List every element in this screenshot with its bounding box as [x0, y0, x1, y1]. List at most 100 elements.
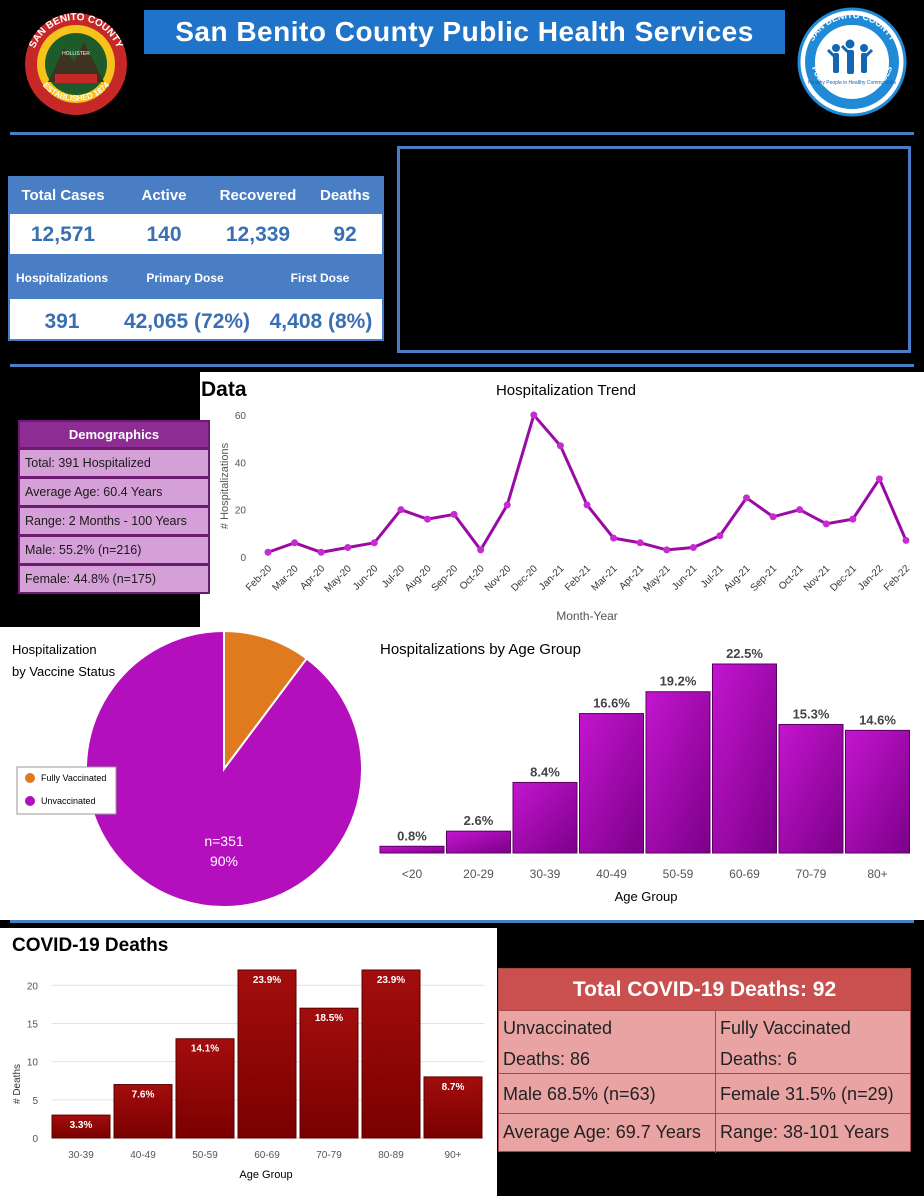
unvaccinated-deaths: Deaths: 86 [503, 1049, 591, 1069]
average-age: Average Age: 69.7 Years [503, 1122, 701, 1142]
recovered-label: Recovered [219, 187, 297, 204]
legend-swatch [25, 796, 35, 806]
page-title: San Benito County Public Health Services [144, 10, 785, 54]
y-axis-label: # Deaths [12, 1064, 23, 1104]
x-tick-label: 60-69 [254, 1150, 280, 1161]
trend-point [424, 515, 431, 523]
age-bar [645, 691, 711, 854]
x-tick-label: 90+ [445, 1150, 462, 1161]
trend-point [583, 501, 591, 509]
trend-point [796, 506, 804, 514]
hospitalizations-label: Hospitalizations [15, 271, 108, 285]
blank-info-box [397, 146, 911, 353]
first-dose-value: 4,408 (8%) [269, 310, 373, 333]
table-divider [499, 1113, 910, 1114]
age-bar [778, 723, 844, 854]
primary-dose-value: 42,065 (72%) [123, 310, 251, 333]
stats-header-row-1: Total Cases Active Recovered Deaths [10, 178, 382, 214]
trend-point [849, 515, 857, 523]
hospitalization-trend-chart: Hospitalization Trend 0 20 40 60 # Hospitaliz… [219, 382, 912, 623]
trend-point [317, 548, 325, 556]
x-tick-label: Mar-20 [271, 563, 301, 593]
x-tick-label: Feb-20 [244, 563, 274, 593]
x-tick-label: Feb-21 [563, 563, 593, 593]
demographics-row: Male: 55.2% (n=216) [18, 536, 210, 565]
demographics-row: Average Age: 60.4 Years [18, 478, 210, 507]
x-tick-label: Mar-21 [590, 563, 620, 593]
chart-title: Hospitalization [12, 642, 97, 657]
stats-values-row-1: 12,571 140 12,339 92 [10, 216, 382, 252]
demographics-title: Demographics [18, 420, 210, 449]
age-bar [845, 729, 910, 854]
trend-line [267, 411, 908, 554]
x-tick-label: 60-69 [729, 867, 760, 881]
chart-title: by Vaccine Status [12, 664, 116, 679]
x-tick-label: 80+ [867, 867, 887, 881]
legend-label: Unvaccinated [41, 796, 96, 806]
legend-swatch [25, 773, 35, 783]
y-tick-label: 60 [235, 411, 247, 422]
bar-data-label: 14.1% [191, 1044, 219, 1055]
bar-data-label: 23.9% [253, 975, 281, 986]
x-axis-label: Age Group [615, 889, 678, 904]
deaths-label: Deaths [319, 187, 371, 204]
bar-data-label: 3.3% [70, 1120, 93, 1131]
death-bar [175, 1038, 235, 1139]
x-tick-label: Jun-20 [351, 563, 381, 593]
x-tick-label: Jan-21 [537, 563, 567, 593]
trend-point [503, 501, 511, 509]
recovered-value: 12,339 [225, 223, 291, 246]
vaccinated-deaths: Deaths: 6 [720, 1049, 798, 1069]
demographics-row: Total: 391 Hospitalized [18, 449, 210, 478]
svg-text:HOLLISTER: HOLLISTER [62, 51, 90, 57]
bar-data-label: 23.9% [377, 975, 405, 986]
svg-text:Healthy People in Healthy Comm: Healthy People in Healthy Communities [808, 80, 897, 86]
bottom-divider [10, 920, 914, 923]
x-tick-label: 80-89 [378, 1150, 404, 1161]
x-tick-label: May-21 [642, 563, 674, 595]
x-tick-label: Feb-22 [882, 563, 912, 593]
x-tick-label: Nov-20 [483, 563, 514, 594]
bar-data-label: 18.5% [315, 1013, 343, 1024]
pie-legend: Fully Vaccinated Unvaccinated [16, 766, 117, 815]
stats-header-row-2: Hospitalizations Primary Dose First Dose [10, 254, 382, 299]
legend-label: Fully Vaccinated [41, 773, 106, 783]
female-deaths: Female 31.5% (n=29) [720, 1084, 894, 1104]
x-tick-label: 20-29 [463, 867, 494, 881]
public-health-logo: SAN BENITO COUNTY PUBLIC HEALTH SERVICES… [796, 6, 908, 118]
x-tick-label: Sep-21 [749, 563, 780, 594]
trend-point [689, 544, 697, 552]
death-bar [423, 1076, 483, 1139]
active-value: 140 [146, 223, 182, 246]
bar-data-label: 8.4% [530, 764, 560, 779]
trend-point [610, 534, 618, 542]
bar-data-label: 15.3% [793, 706, 830, 721]
hospitalizations-value: 391 [44, 310, 80, 333]
stats-panel: Total Cases Active Recovered Deaths 12,5… [8, 176, 384, 341]
x-tick-label: Aug-21 [722, 563, 753, 594]
trend-point [902, 536, 910, 544]
x-tick-label: 30-39 [68, 1150, 94, 1161]
header-divider [10, 132, 914, 135]
trend-point [556, 442, 564, 450]
trend-point [663, 546, 671, 554]
age-group-bar-chart: Hospitalizations by Age Group 0.8% <20 2.6%… [379, 641, 910, 904]
y-tick-label: 15 [27, 1019, 39, 1030]
bar-data-label: 16.6% [593, 696, 630, 711]
x-tick-label: Jun-21 [670, 563, 700, 593]
slice-label: 90% [210, 853, 238, 869]
vaccinated-label: Fully Vaccinated [720, 1018, 851, 1038]
y-tick-label: 20 [235, 506, 247, 517]
x-tick-label: Dec-21 [828, 563, 859, 594]
total-cases-value: 12,571 [30, 223, 96, 246]
x-tick-label: 70-79 [796, 867, 827, 881]
x-tick-label: 40-49 [596, 867, 627, 881]
active-label: Active [141, 187, 187, 204]
x-tick-label: Jan-22 [856, 563, 886, 593]
x-tick-label: 50-59 [192, 1150, 218, 1161]
trend-point [370, 539, 378, 547]
trend-point [397, 506, 405, 514]
stats-values-row-2: 391 42,065 (72%) 4,408 (8%) [10, 301, 382, 339]
y-tick-label: 5 [32, 1096, 38, 1107]
